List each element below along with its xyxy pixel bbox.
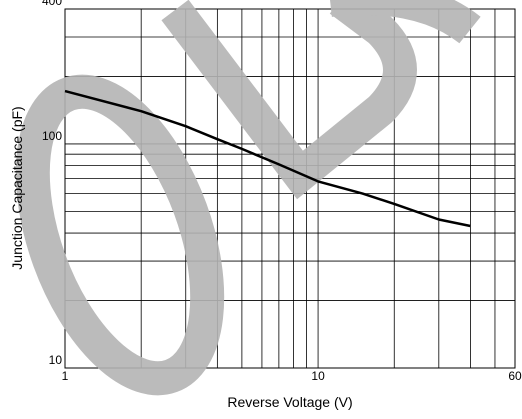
x-tick-label: 1 <box>62 369 69 383</box>
x-tick-label: 60 <box>508 369 522 383</box>
watermark-shape <box>15 74 225 396</box>
y-tick-label: 100 <box>42 129 62 143</box>
y-axis-label: Junction Capacitance (pF) <box>9 106 25 269</box>
x-tick-label: 10 <box>311 369 325 383</box>
data-line <box>64 89 471 228</box>
watermark <box>15 0 481 396</box>
marks <box>64 89 471 228</box>
watermark-shape <box>161 0 417 200</box>
x-axis-label: Reverse Voltage (V) <box>227 394 352 410</box>
watermark-shape <box>330 0 481 44</box>
y-tick-label: 400 <box>42 0 62 8</box>
y-tick-label: 10 <box>49 353 63 367</box>
